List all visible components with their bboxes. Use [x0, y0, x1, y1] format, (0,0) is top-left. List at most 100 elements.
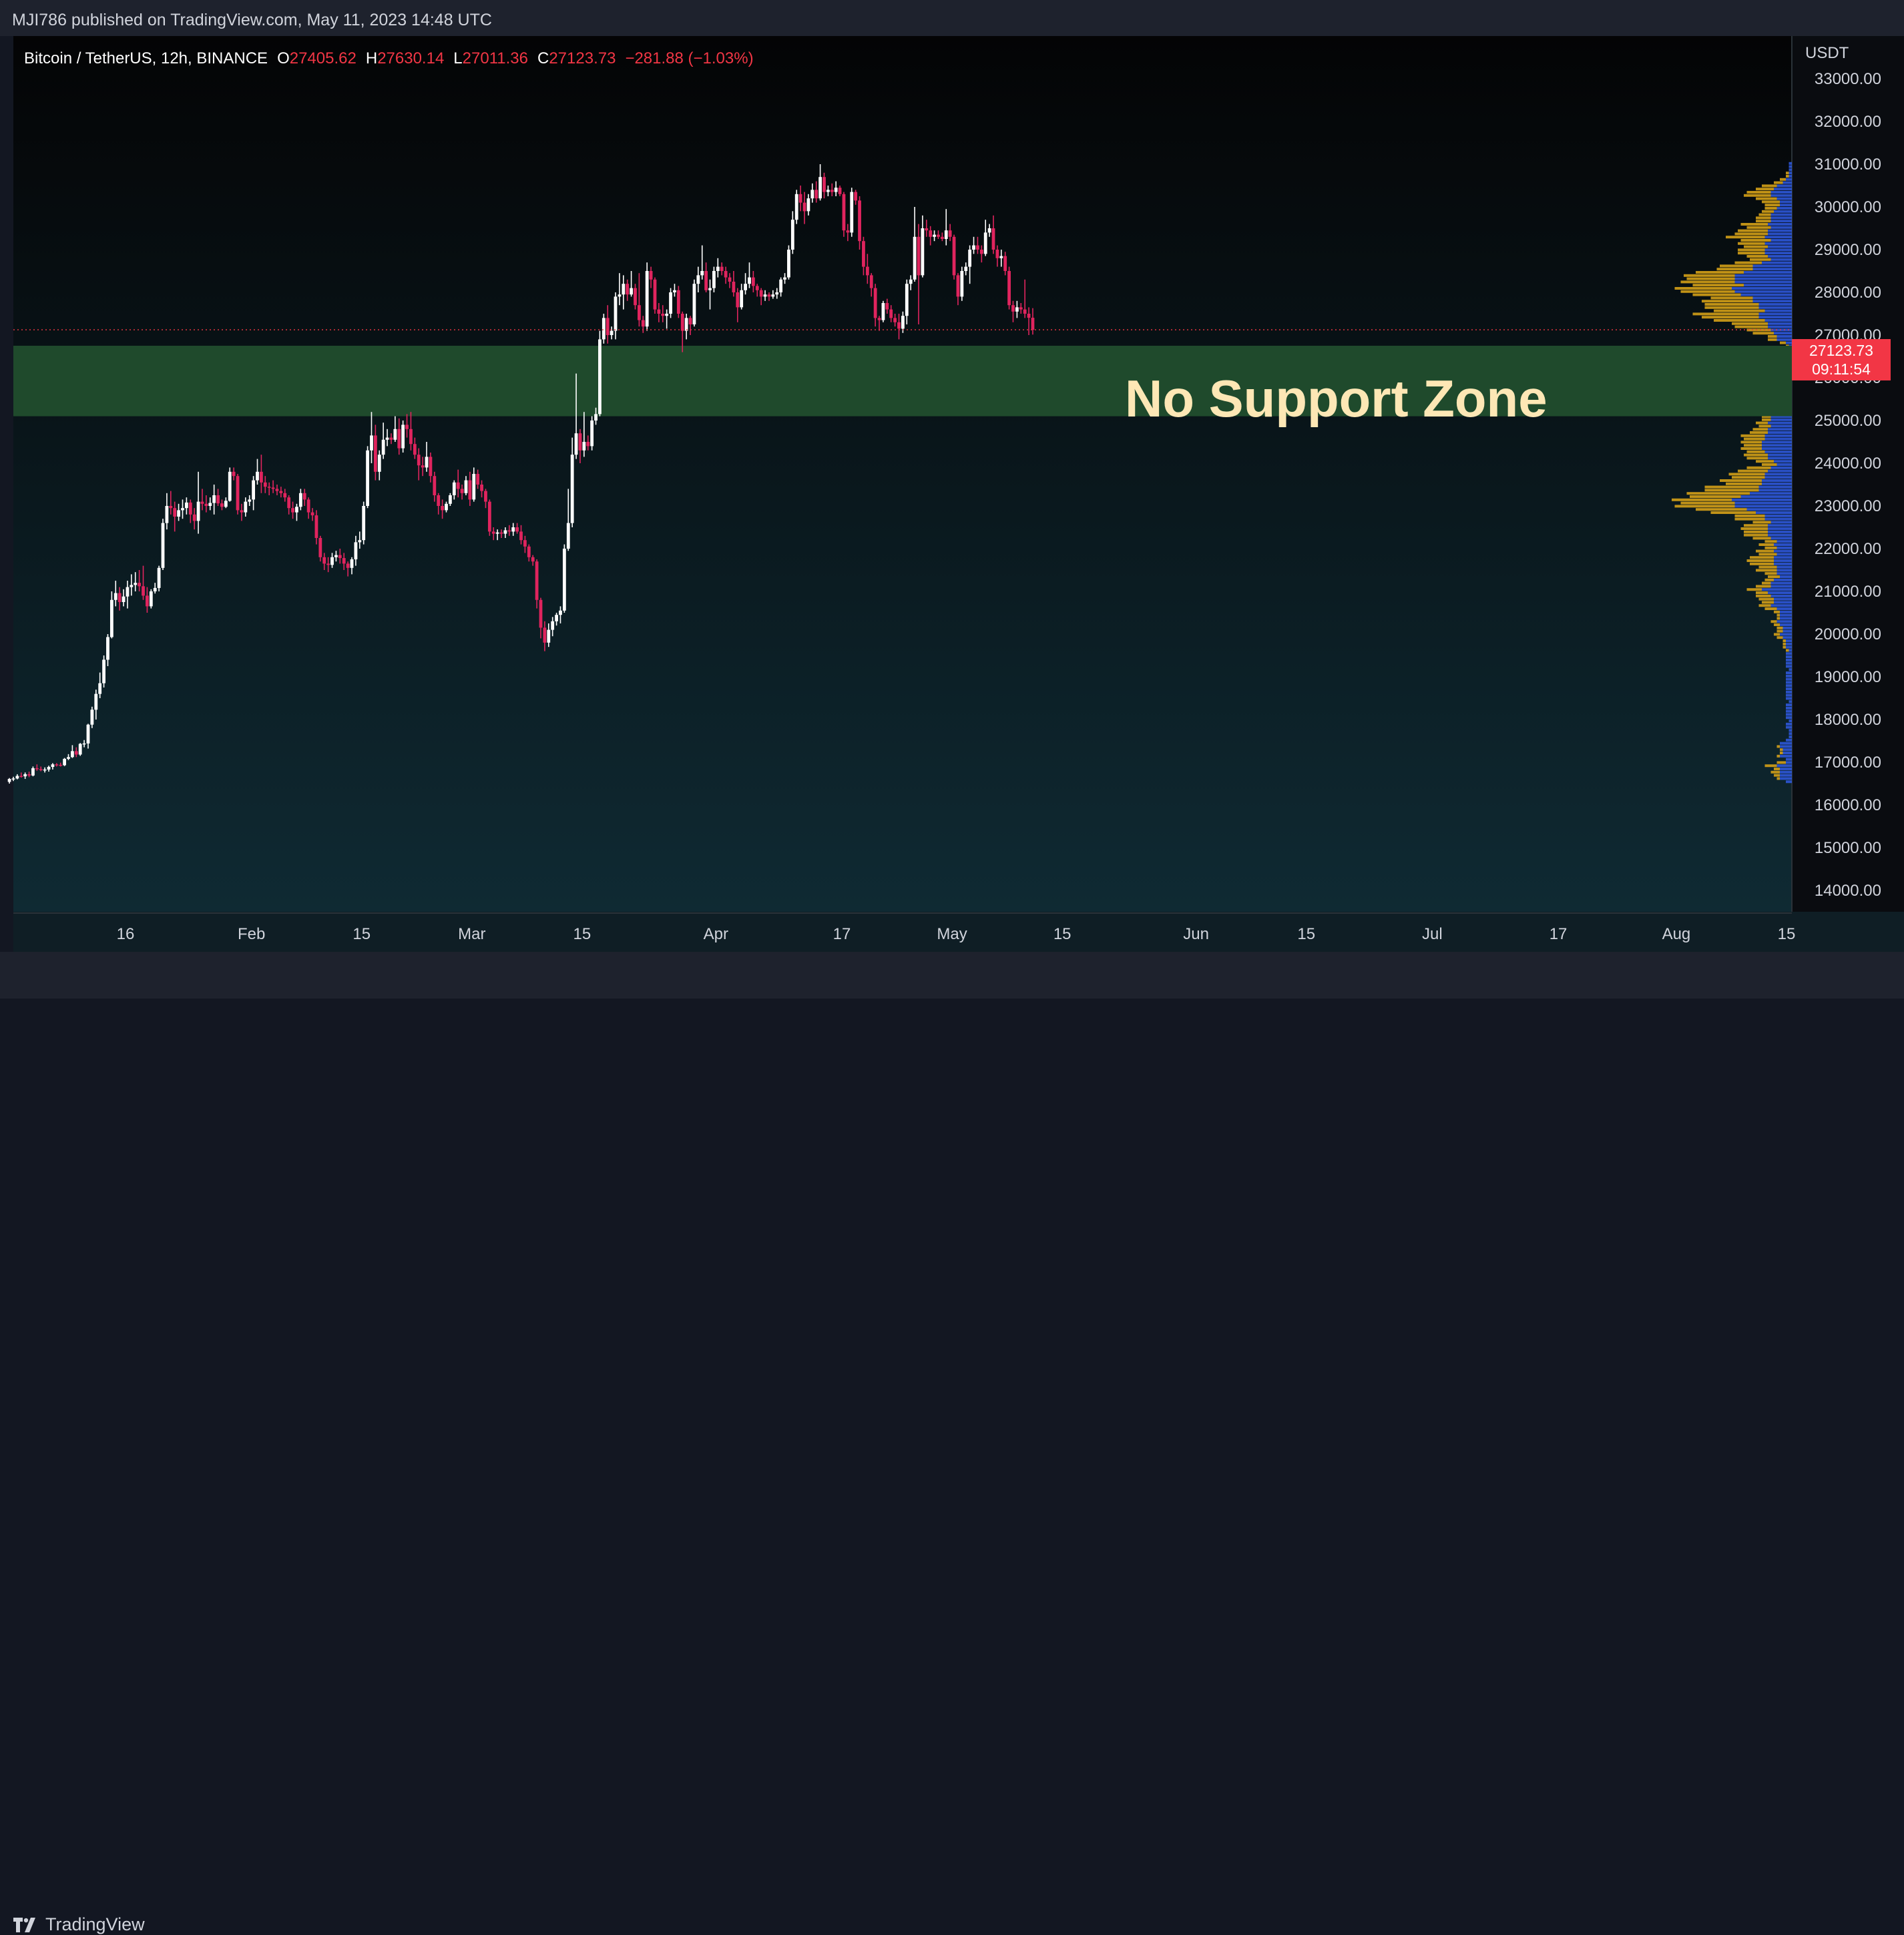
candle [834, 181, 838, 196]
volume-profile-bar-up [1734, 501, 1792, 505]
candle [138, 570, 142, 591]
candle [326, 557, 330, 573]
candle [519, 525, 523, 545]
volume-profile-bar-up [1764, 319, 1792, 322]
candle [306, 497, 310, 519]
candle-body [637, 305, 641, 320]
volume-profile-bar-down [1744, 530, 1768, 533]
candle-body [350, 559, 354, 568]
volume-profile-bar-up [1768, 453, 1792, 457]
candle [991, 215, 995, 254]
candle [279, 487, 283, 498]
candle-body [330, 557, 334, 565]
volume-profile-bar-up [1780, 777, 1792, 780]
volume-profile-bar-down [1674, 505, 1735, 508]
candle [842, 192, 846, 237]
price-tick-label: 23000.00 [1815, 497, 1881, 515]
volume-profile-bar-up [1780, 200, 1792, 204]
volume-profile-bar-down [1774, 610, 1780, 613]
candle [460, 485, 464, 500]
volume-profile-bar-up [1776, 553, 1792, 556]
volume-profile-bar-down [1720, 264, 1753, 268]
candle-body [149, 591, 153, 607]
candle-body [968, 250, 972, 267]
candle-body [854, 192, 858, 201]
no-support-zone-label[interactable]: No Support Zone [1125, 369, 1548, 428]
candle-body [393, 429, 397, 440]
candle [543, 621, 547, 651]
candle-body [354, 542, 358, 559]
candle-body [987, 228, 991, 233]
candle-body [630, 288, 634, 295]
volume-profile-bar-up [1734, 274, 1792, 277]
candle [688, 316, 692, 335]
candle-body [566, 523, 570, 549]
candle [527, 544, 531, 562]
candle [708, 279, 712, 310]
candle [590, 416, 594, 451]
volume-profile-bar-up [1770, 213, 1792, 216]
volume-profile-bar-up [1770, 418, 1792, 421]
candle-body [606, 318, 610, 335]
volume-profile-bar-up [1782, 636, 1792, 639]
volume-profile-bar-down [1744, 437, 1765, 441]
candle [200, 489, 204, 511]
candle [779, 277, 783, 297]
low-label: L [453, 49, 463, 67]
volume-profile-bar-down [1692, 293, 1741, 296]
candle-body [740, 290, 744, 308]
candle-body [429, 457, 433, 477]
candle-body [373, 435, 377, 472]
candle [27, 772, 31, 778]
publish-header: MJI786 published on TradingView.com, May… [0, 0, 1904, 36]
candle-body [224, 501, 228, 507]
price-chart[interactable]: 14000.00 15000.00 16000.00 17000.00 18000.00… [0, 0, 1904, 952]
candle-body [669, 292, 672, 314]
candle [606, 305, 610, 344]
volume-profile-bar-down [1704, 303, 1759, 306]
candle [298, 489, 302, 511]
candle-body [1031, 318, 1035, 330]
candle-body [794, 194, 798, 220]
candle [366, 446, 369, 509]
volume-profile-bar-up [1780, 610, 1792, 613]
candle [630, 271, 634, 297]
candle [637, 273, 641, 327]
candle-body [188, 502, 192, 515]
volume-profile-bar-down [1768, 338, 1777, 341]
candle [999, 250, 1003, 267]
candle [1023, 279, 1027, 318]
candle [94, 689, 98, 720]
price-tick-label: 18000.00 [1815, 711, 1881, 729]
candle-body [618, 294, 622, 297]
candle [933, 230, 936, 242]
symbol-label[interactable]: Bitcoin / TetherUS, 12h, BINANCE [24, 49, 268, 67]
candle-body [437, 495, 441, 506]
candle [377, 450, 381, 481]
volume-profile-bar-down [1702, 316, 1759, 319]
candle-body [818, 177, 822, 199]
candle [393, 416, 397, 442]
candle-body [295, 507, 298, 513]
candle-body [491, 531, 495, 534]
volume-profile-bar-up [1768, 229, 1792, 232]
candle-body [346, 563, 350, 568]
candle-body [798, 194, 802, 203]
volume-profile-bar-up [1782, 626, 1792, 629]
candle [23, 772, 27, 779]
candle-body [35, 768, 39, 770]
bar-countdown: 09:11:54 [1812, 360, 1871, 378]
candle [74, 747, 78, 758]
volume-profile-bar-down [1740, 441, 1762, 444]
volume-profile-bar-up [1768, 255, 1792, 258]
candle [256, 459, 259, 485]
volume-profile-bar-up [1774, 601, 1792, 604]
volume-profile-bar-up [1768, 232, 1792, 236]
candle-body [787, 250, 790, 278]
tradingview-logo[interactable]: TradingView [13, 1914, 145, 1935]
candle [445, 501, 448, 513]
volume-profile-bar-up [1764, 514, 1792, 517]
price-axis-unit[interactable]: USDT [1805, 44, 1849, 62]
candle-body [212, 495, 216, 503]
candle-body [55, 764, 59, 766]
